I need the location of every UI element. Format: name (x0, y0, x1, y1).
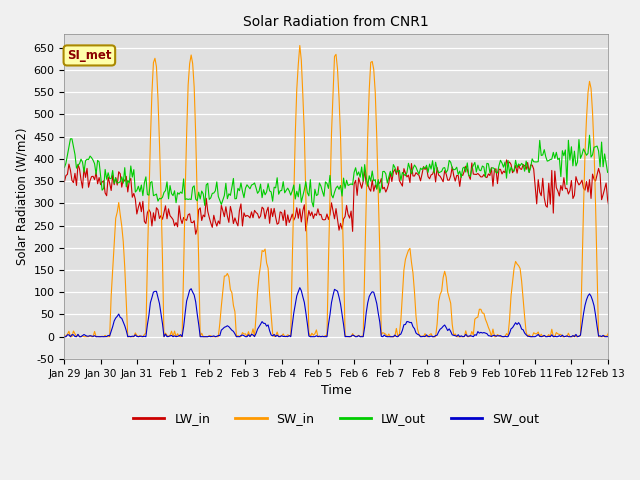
SW_out (474, 329, 482, 335)
LW_out (586, 132, 593, 138)
SW_out (560, 334, 568, 339)
SW_in (296, 43, 303, 48)
SW_out (80, 332, 88, 337)
LW_in (639, 189, 640, 194)
SW_out (636, 334, 640, 339)
SW_in (82, 334, 90, 339)
SW_out (359, 334, 367, 339)
LW_out (474, 162, 482, 168)
Line: LW_in: LW_in (65, 160, 640, 234)
LW_out (359, 178, 367, 184)
LW_out (637, 176, 640, 181)
LW_out (99, 187, 106, 193)
Line: SW_in: SW_in (65, 46, 640, 336)
LW_in (61, 179, 68, 184)
LW_in (474, 170, 482, 176)
Text: SI_met: SI_met (67, 49, 111, 62)
LW_in (502, 157, 510, 163)
LW_out (639, 184, 640, 190)
LW_out (310, 204, 317, 210)
Line: SW_out: SW_out (65, 288, 640, 336)
LW_out (80, 169, 88, 175)
X-axis label: Time: Time (321, 384, 351, 397)
Legend: LW_in, SW_in, LW_out, SW_out: LW_in, SW_in, LW_out, SW_out (128, 408, 544, 431)
SW_in (61, 332, 68, 338)
LW_out (61, 165, 68, 170)
SW_out (99, 334, 106, 339)
SW_in (476, 306, 483, 312)
Title: Solar Radiation from CNR1: Solar Radiation from CNR1 (243, 15, 429, 29)
SW_in (639, 334, 640, 339)
SW_out (61, 334, 68, 339)
SW_in (62, 334, 70, 339)
Line: LW_out: LW_out (65, 135, 640, 207)
SW_in (561, 334, 569, 339)
SW_out (296, 285, 303, 290)
SW_in (100, 334, 108, 339)
LW_out (560, 153, 568, 158)
LW_in (359, 179, 367, 184)
LW_in (80, 165, 88, 170)
SW_out (639, 334, 640, 339)
LW_in (561, 186, 569, 192)
Y-axis label: Solar Radiation (W/m2): Solar Radiation (W/m2) (15, 128, 28, 265)
SW_in (361, 265, 369, 271)
LW_in (637, 201, 640, 206)
LW_in (99, 179, 106, 185)
LW_in (192, 231, 200, 237)
SW_in (637, 334, 640, 339)
